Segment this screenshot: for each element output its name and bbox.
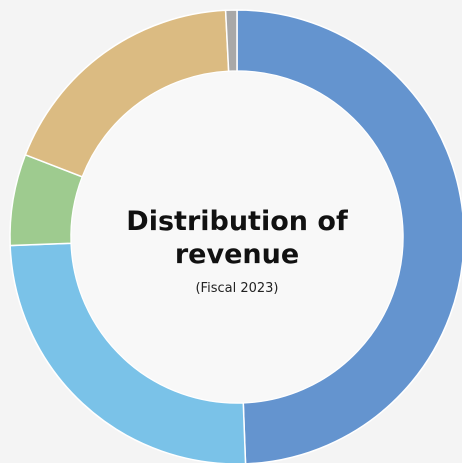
- donut-segment: [236, 9, 462, 463]
- center-label: Distribution of revenue (Fiscal 2023): [107, 205, 367, 296]
- chart-subtitle: (Fiscal 2023): [195, 281, 279, 296]
- donut-segment: [224, 9, 238, 72]
- chart-title: Distribution of revenue: [126, 206, 348, 270]
- donut-hole: [71, 71, 403, 403]
